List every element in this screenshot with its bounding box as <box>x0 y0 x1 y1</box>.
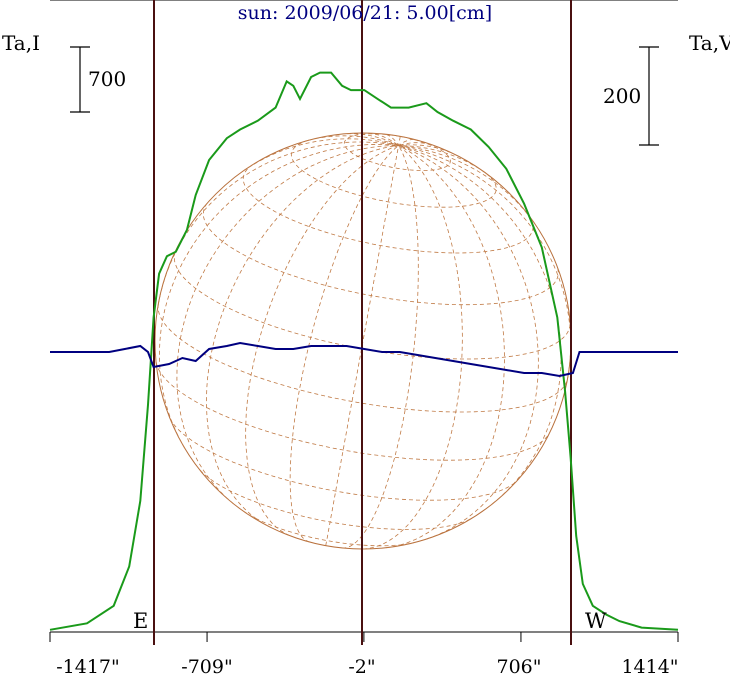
longitude-line <box>241 138 399 173</box>
latitude-line <box>202 202 559 306</box>
longitude-line <box>176 145 399 505</box>
latitude-line <box>290 140 497 208</box>
right-scale-bar <box>639 46 659 146</box>
latitude-line <box>157 303 568 413</box>
x-tick-label: -709" <box>181 656 232 678</box>
latitude-line <box>243 510 416 547</box>
longitude-line <box>206 145 399 527</box>
longitude-line <box>398 144 452 153</box>
longitude-line <box>398 142 432 146</box>
longitude-line <box>245 145 399 536</box>
longitude-line <box>398 136 401 146</box>
left-axis-label: Ta,I <box>2 31 40 55</box>
longitude-line <box>398 145 539 540</box>
latitude-line <box>155 361 550 461</box>
latitude-line <box>173 251 571 360</box>
series-stokes-i-line <box>49 71 679 631</box>
longitude-line <box>398 139 414 146</box>
longitude-line <box>398 145 562 505</box>
x-tick-label: 706" <box>496 656 541 678</box>
longitude-line <box>398 145 537 226</box>
x-tick-label: -2" <box>348 656 375 678</box>
right-scale-value: 200 <box>603 84 641 108</box>
solar-disk <box>154 132 572 550</box>
east-marker: E <box>133 609 148 633</box>
x-tick-label: -1417" <box>56 656 120 678</box>
latitude-line <box>169 417 517 501</box>
longitude-line <box>398 145 572 379</box>
longitude-line <box>307 135 399 146</box>
latitude-line <box>242 164 534 254</box>
longitude-line <box>325 145 399 546</box>
x-tick-marks <box>49 632 679 642</box>
longitude-line <box>398 145 486 174</box>
disk-grid <box>155 132 572 550</box>
series-stokes-v-line <box>50 341 678 378</box>
longitude-line <box>158 141 399 304</box>
right-axis-label: Ta,V <box>689 31 730 55</box>
x-tick-label: 1414" <box>621 656 678 678</box>
longitude-line <box>347 133 399 146</box>
left-scale-value: 700 <box>88 67 126 91</box>
longitude-line <box>386 145 505 549</box>
chart-title: sun: 2009/06/21: 5.00[cm] <box>238 2 492 24</box>
left-scale-bar <box>70 46 90 113</box>
longitude-line <box>386 134 399 146</box>
longitude-line <box>342 145 419 549</box>
longitude-line <box>289 145 399 543</box>
west-marker: W <box>585 609 607 633</box>
longitude-line <box>368 132 399 146</box>
longitude-line <box>158 143 399 449</box>
longitude-line <box>362 145 463 550</box>
latitude-line <box>199 469 471 530</box>
